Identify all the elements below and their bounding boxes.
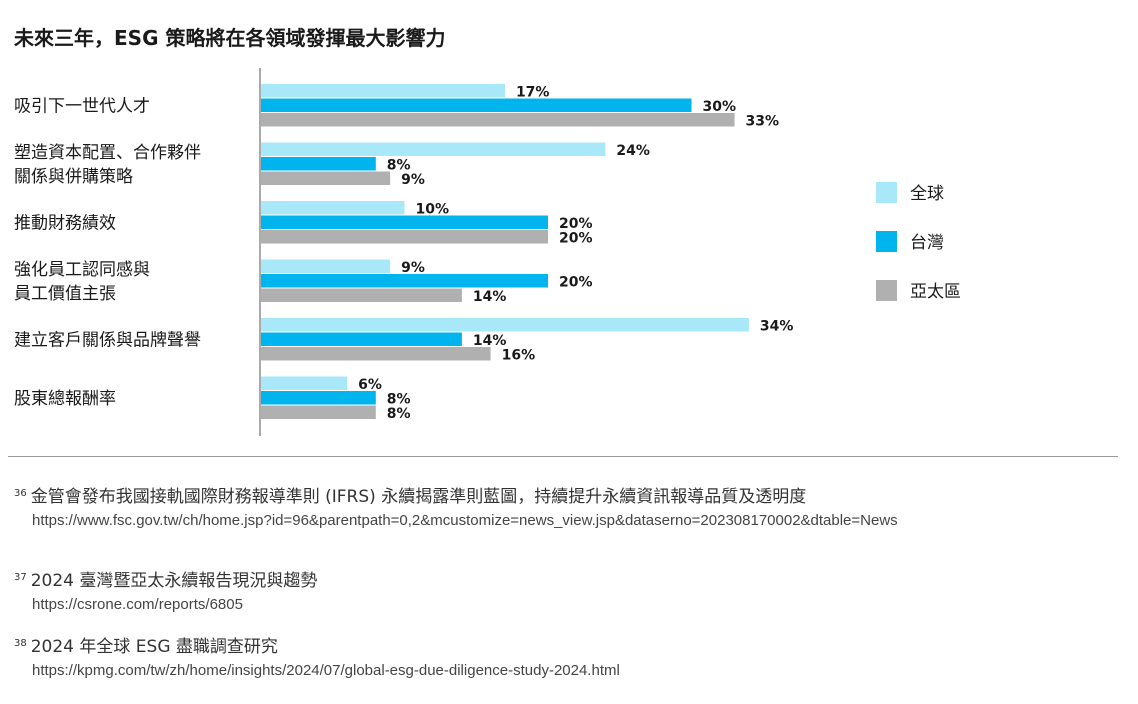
bar-亞太區 — [261, 171, 391, 185]
bar-亞太區 — [261, 347, 491, 361]
footnote-36: 36 金管會發布我國接軌國際財務報導準則 (IFRS) 永續揭露準則藍圖，持續提升… — [14, 482, 898, 529]
footnote-text: 2024 年全球 ESG 盡職調查研究 — [30, 637, 278, 657]
data-label: 14% — [473, 289, 507, 305]
bar-全球 — [261, 259, 391, 273]
category-label: 建立客戶關係與品牌聲譽 — [14, 330, 201, 350]
data-label: 10% — [416, 202, 450, 218]
data-label: 8% — [387, 406, 411, 422]
bar-全球 — [261, 84, 505, 98]
bar-亞太區 — [261, 405, 376, 419]
legend-swatch — [876, 231, 897, 252]
footnote-38: 38 2024 年全球 ESG 盡職調查研究 https://kpmg.com/t… — [14, 632, 620, 679]
bar-亞太區 — [261, 113, 735, 127]
footnote-link[interactable]: https://csrone.com/reports/6805 — [32, 596, 243, 613]
data-label: 30% — [703, 99, 737, 115]
bar-台灣 — [261, 391, 376, 405]
footnote-number: 38 — [14, 637, 27, 649]
category-label: 股東總報酬率 — [14, 389, 116, 409]
bar-全球 — [261, 318, 749, 332]
legend-label: 亞太區 — [910, 282, 961, 302]
category-label: 推動財務績效 — [14, 213, 116, 233]
data-label: 8% — [387, 158, 411, 174]
bar-台灣 — [261, 157, 376, 171]
data-label: 24% — [616, 143, 650, 159]
bar-亞太區 — [261, 230, 548, 244]
footnote-number: 37 — [14, 571, 27, 583]
category-label: 強化員工認同感與員工價值主張 — [14, 260, 150, 304]
bar-全球 — [261, 376, 348, 390]
bar-台灣 — [261, 98, 692, 112]
footnote-37: 37 2024 臺灣暨亞太永續報告現況與趨勢 https://csrone.com… — [14, 566, 318, 613]
data-label: 20% — [559, 231, 593, 247]
bar-全球 — [261, 142, 606, 156]
legend-label: 全球 — [910, 184, 944, 204]
category-label: 塑造資本配置、合作夥伴關係與併購策略 — [14, 143, 201, 187]
data-label: 17% — [516, 85, 550, 101]
legend-swatch — [876, 280, 897, 301]
divider — [8, 456, 1118, 457]
data-label: 14% — [473, 333, 507, 349]
data-label: 20% — [559, 275, 593, 291]
bar-亞太區 — [261, 288, 462, 302]
footnote-number: 36 — [14, 487, 27, 499]
data-label: 34% — [760, 319, 794, 335]
footnote-text: 金管會發布我國接軌國際財務報導準則 (IFRS) 永續揭露準則藍圖，持續提升永續… — [30, 487, 807, 507]
data-label: 9% — [401, 260, 425, 276]
data-label: 20% — [559, 216, 593, 232]
bar-台灣 — [261, 332, 462, 346]
data-label: 9% — [401, 172, 425, 188]
bar-台灣 — [261, 215, 548, 229]
data-label: 8% — [387, 392, 411, 408]
legend-label: 台灣 — [910, 233, 944, 253]
footnote-link[interactable]: https://kpmg.com/tw/zh/home/insights/202… — [32, 662, 620, 679]
data-label: 33% — [746, 114, 780, 130]
chart-title: 未來三年，ESG 策略將在各領域發揮最大影響力 — [14, 26, 446, 50]
footnote-text: 2024 臺灣暨亞太永續報告現況與趨勢 — [30, 571, 318, 591]
data-label: 16% — [502, 348, 536, 364]
bar-台灣 — [261, 274, 548, 288]
bar-全球 — [261, 201, 405, 215]
legend-swatch — [876, 182, 897, 203]
data-label: 6% — [358, 377, 382, 393]
bar-chart: 吸引下一世代人才 17% 30% 33% 塑造資本配置、合作夥伴關係與併購策略 24% 8%… — [14, 68, 961, 436]
footnote-link[interactable]: https://www.fsc.gov.tw/ch/home.jsp?id=96… — [32, 512, 898, 529]
category-label: 吸引下一世代人才 — [14, 96, 150, 116]
